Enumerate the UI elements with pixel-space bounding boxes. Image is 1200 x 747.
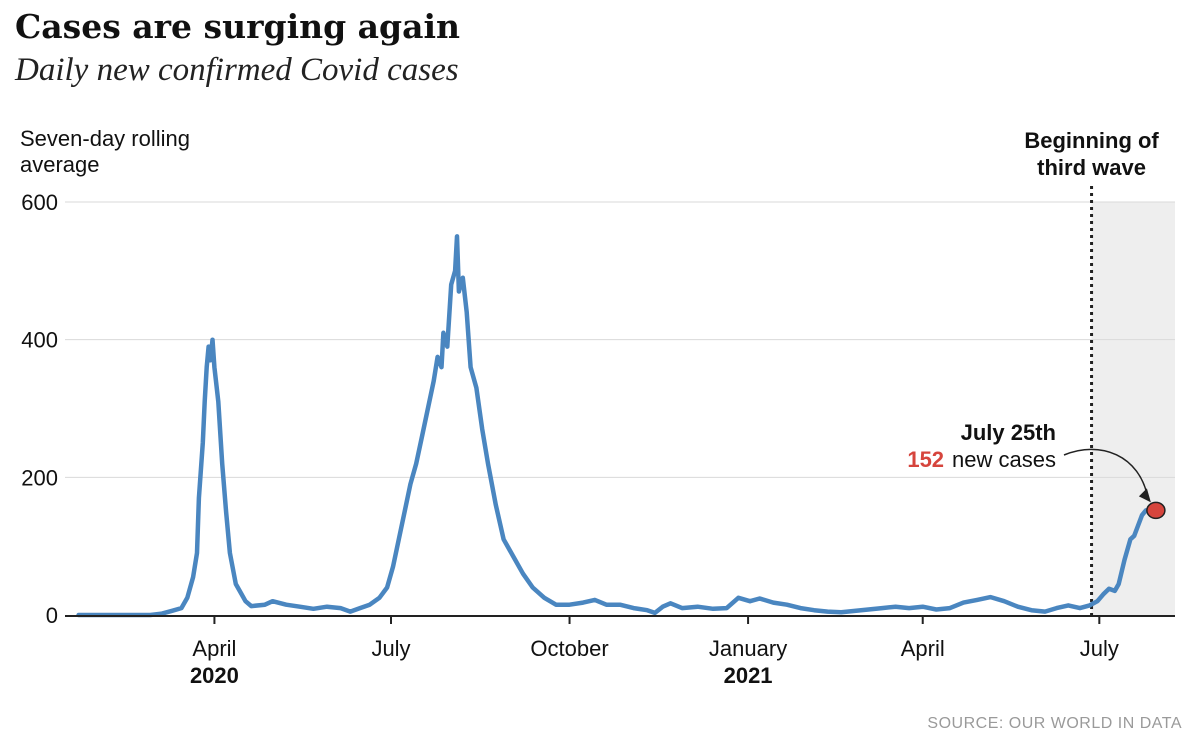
x-tick-label: July — [1080, 636, 1119, 661]
x-tick-label: April — [901, 636, 945, 661]
x-tick-label: October — [530, 636, 608, 661]
annotation-value: 152 — [907, 447, 944, 472]
annotation-text: 152 new cases — [907, 447, 1056, 472]
annotation-arrowhead — [1138, 488, 1151, 503]
cases-series-line — [76, 234, 1149, 618]
y-axis-ticks: 0 200 400 600 — [21, 190, 58, 628]
gridlines — [65, 201, 1175, 478]
source-note: SOURCE: OUR WORLD IN DATA — [927, 715, 1182, 732]
annotation-date: July 25th — [961, 420, 1056, 445]
annotation-label: new cases — [952, 447, 1056, 472]
third-wave-shaded-region — [1091, 202, 1175, 615]
y-tick-label: 200 — [21, 465, 58, 490]
chart-subtitle: Daily new confirmed Covid cases — [14, 52, 459, 88]
y-tick-label: 0 — [46, 603, 58, 628]
y-axis-label-line-1: Seven-day rolling — [20, 126, 190, 151]
x-tick-year: 2020 — [190, 663, 239, 688]
x-tick-label: April — [192, 636, 236, 661]
third-wave-label-line-1: Beginning of — [1024, 128, 1159, 153]
annotation-point — [1146, 501, 1166, 520]
y-axis-label-line-2: average — [20, 152, 100, 177]
x-tick-label: January — [709, 636, 787, 661]
annotation-arrow — [1063, 448, 1149, 499]
third-wave-label-line-2: third wave — [1037, 155, 1146, 180]
y-tick-label: 600 — [21, 190, 58, 215]
y-tick-label: 400 — [21, 328, 58, 353]
chart-title: Cases are surging again — [15, 7, 460, 46]
x-tick-year: 2021 — [724, 663, 773, 688]
x-tick-label: July — [371, 636, 410, 661]
